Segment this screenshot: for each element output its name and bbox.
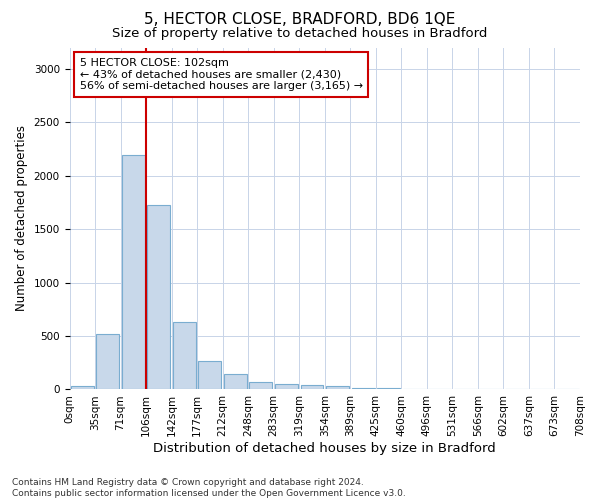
Bar — [224, 374, 247, 390]
Bar — [122, 156, 145, 390]
Bar — [199, 360, 221, 390]
Bar — [97, 334, 119, 390]
Text: 5, HECTOR CLOSE, BRADFORD, BD6 1QE: 5, HECTOR CLOSE, BRADFORD, BD6 1QE — [145, 12, 455, 28]
Bar — [275, 384, 298, 390]
Bar — [377, 388, 400, 390]
Text: 5 HECTOR CLOSE: 102sqm
← 43% of detached houses are smaller (2,430)
56% of semi-: 5 HECTOR CLOSE: 102sqm ← 43% of detached… — [80, 58, 363, 91]
Bar — [352, 388, 374, 390]
Bar — [454, 389, 476, 390]
Text: Contains HM Land Registry data © Crown copyright and database right 2024.
Contai: Contains HM Land Registry data © Crown c… — [12, 478, 406, 498]
Bar — [556, 389, 579, 390]
Y-axis label: Number of detached properties: Number of detached properties — [15, 126, 28, 312]
Bar — [428, 389, 451, 390]
Bar — [71, 386, 94, 390]
Bar — [403, 389, 425, 390]
Bar — [250, 382, 272, 390]
Bar — [173, 322, 196, 390]
Text: Size of property relative to detached houses in Bradford: Size of property relative to detached ho… — [112, 28, 488, 40]
X-axis label: Distribution of detached houses by size in Bradford: Distribution of detached houses by size … — [154, 442, 496, 455]
Bar — [148, 204, 170, 390]
Bar — [326, 386, 349, 390]
Bar — [479, 389, 502, 390]
Bar — [301, 384, 323, 390]
